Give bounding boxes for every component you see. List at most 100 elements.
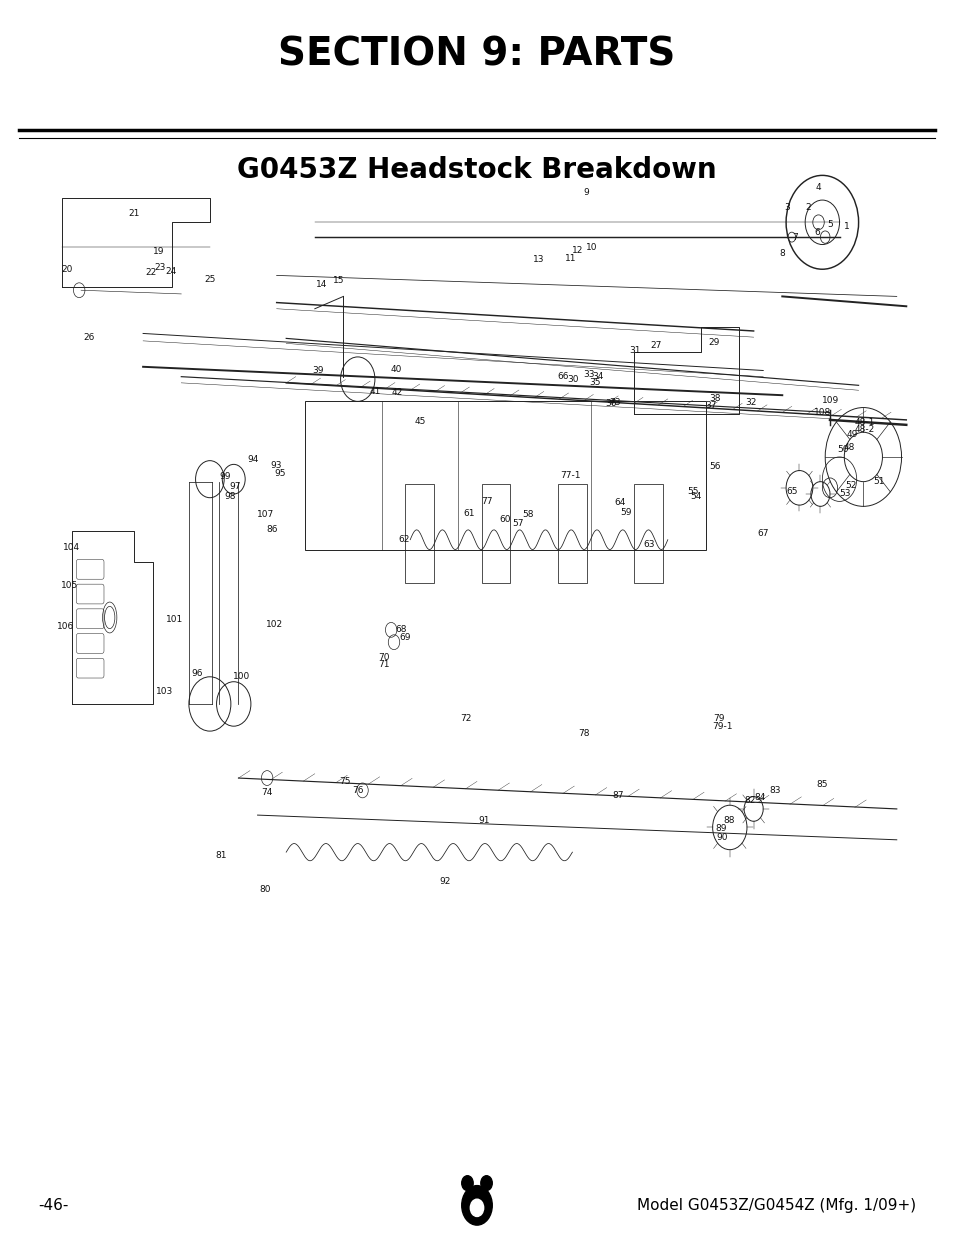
Text: 73: 73 (609, 398, 620, 408)
Text: 72: 72 (459, 714, 471, 724)
Bar (558, 484, 586, 583)
Text: 84: 84 (754, 793, 765, 803)
Text: -46-: -46- (38, 1198, 69, 1213)
Text: 13: 13 (533, 254, 544, 264)
Text: 81: 81 (215, 851, 227, 861)
Text: 37: 37 (704, 400, 716, 410)
Circle shape (480, 1176, 492, 1191)
Text: 35: 35 (589, 378, 600, 388)
Text: 80: 80 (259, 884, 271, 894)
Text: 58: 58 (522, 510, 534, 520)
Text: 26: 26 (83, 332, 94, 342)
Text: 9: 9 (583, 188, 589, 198)
Text: 24: 24 (165, 267, 176, 277)
Text: 105: 105 (61, 580, 78, 590)
Text: 50: 50 (837, 445, 848, 454)
Text: 55: 55 (686, 487, 698, 496)
Text: 38: 38 (709, 394, 720, 404)
Text: 97: 97 (229, 482, 240, 492)
Text: 23: 23 (154, 263, 166, 273)
Text: 77-1: 77-1 (559, 471, 580, 480)
Text: 2: 2 (804, 203, 810, 212)
Text: 57: 57 (512, 519, 523, 529)
Circle shape (461, 1176, 473, 1191)
Text: 22: 22 (145, 268, 156, 278)
Text: 89: 89 (715, 824, 726, 834)
Text: 108: 108 (813, 408, 830, 417)
Text: 42: 42 (391, 388, 402, 398)
Text: 79: 79 (713, 714, 724, 724)
Text: 8: 8 (779, 248, 784, 258)
Text: 82: 82 (743, 795, 755, 805)
Text: 71: 71 (378, 659, 390, 669)
Text: 69: 69 (399, 632, 411, 642)
Text: 103: 103 (155, 687, 172, 697)
Text: 100: 100 (233, 672, 250, 682)
Text: 36: 36 (604, 399, 616, 409)
Text: 74: 74 (261, 788, 273, 798)
Text: 53: 53 (839, 489, 850, 499)
Text: 7: 7 (791, 232, 797, 242)
Text: 6: 6 (814, 227, 820, 237)
Text: 98: 98 (224, 492, 235, 501)
Text: 88: 88 (722, 815, 734, 825)
Text: 32: 32 (744, 398, 756, 408)
Text: 54: 54 (690, 492, 701, 501)
Bar (305, 401, 705, 550)
Text: 4: 4 (815, 183, 821, 193)
Text: 39: 39 (312, 366, 323, 375)
Bar (405, 484, 434, 583)
Text: 40: 40 (390, 364, 401, 374)
Text: 104: 104 (63, 542, 80, 552)
Text: 106: 106 (57, 621, 74, 631)
Text: 66: 66 (557, 372, 568, 382)
Text: 14: 14 (315, 279, 327, 289)
Text: 75: 75 (339, 777, 351, 787)
Text: 99: 99 (219, 472, 231, 482)
Text: 30: 30 (567, 374, 578, 384)
Text: 48-1: 48-1 (853, 417, 874, 427)
Text: 60: 60 (499, 515, 511, 525)
Text: 65: 65 (785, 487, 797, 496)
Text: 52: 52 (844, 480, 856, 490)
Text: 62: 62 (398, 535, 410, 545)
Text: 25: 25 (204, 274, 215, 284)
Text: SECTION 9: PARTS: SECTION 9: PARTS (278, 36, 675, 73)
Text: 11: 11 (564, 253, 576, 263)
Text: 59: 59 (619, 508, 631, 517)
Text: 15: 15 (333, 275, 344, 285)
Text: 102: 102 (266, 620, 283, 630)
Text: 21: 21 (128, 209, 139, 219)
Text: 96: 96 (192, 668, 203, 678)
Text: 83: 83 (768, 785, 780, 795)
Text: 79-1: 79-1 (711, 721, 732, 731)
Text: 34: 34 (592, 372, 603, 382)
Text: 1: 1 (843, 221, 849, 231)
Text: 94: 94 (247, 454, 258, 464)
Text: 33: 33 (582, 369, 594, 379)
Text: 5: 5 (826, 220, 832, 230)
Text: 3: 3 (783, 203, 789, 212)
Text: 45: 45 (414, 416, 425, 426)
Text: 19: 19 (152, 247, 164, 257)
Text: 12: 12 (571, 246, 582, 256)
Text: 31: 31 (629, 346, 640, 356)
Text: 56: 56 (709, 462, 720, 472)
Text: 10: 10 (585, 242, 597, 252)
Text: 20: 20 (61, 264, 72, 274)
Text: 67: 67 (757, 529, 768, 538)
Text: 77: 77 (480, 496, 492, 506)
Text: 29: 29 (707, 337, 719, 347)
Circle shape (461, 1186, 492, 1225)
Text: 90: 90 (716, 832, 727, 842)
Text: 64: 64 (614, 498, 625, 508)
Text: Model G0453Z/G0454Z (Mfg. 1/09+): Model G0453Z/G0454Z (Mfg. 1/09+) (636, 1198, 915, 1213)
Text: 48-2: 48-2 (853, 425, 874, 435)
Text: 68: 68 (395, 625, 406, 635)
Text: 87: 87 (612, 790, 623, 800)
Text: 27: 27 (650, 341, 661, 351)
Text: 95: 95 (274, 468, 286, 478)
Text: G0453Z Headstock Breakdown: G0453Z Headstock Breakdown (237, 157, 716, 184)
Bar (634, 484, 662, 583)
Text: 41: 41 (369, 387, 380, 396)
